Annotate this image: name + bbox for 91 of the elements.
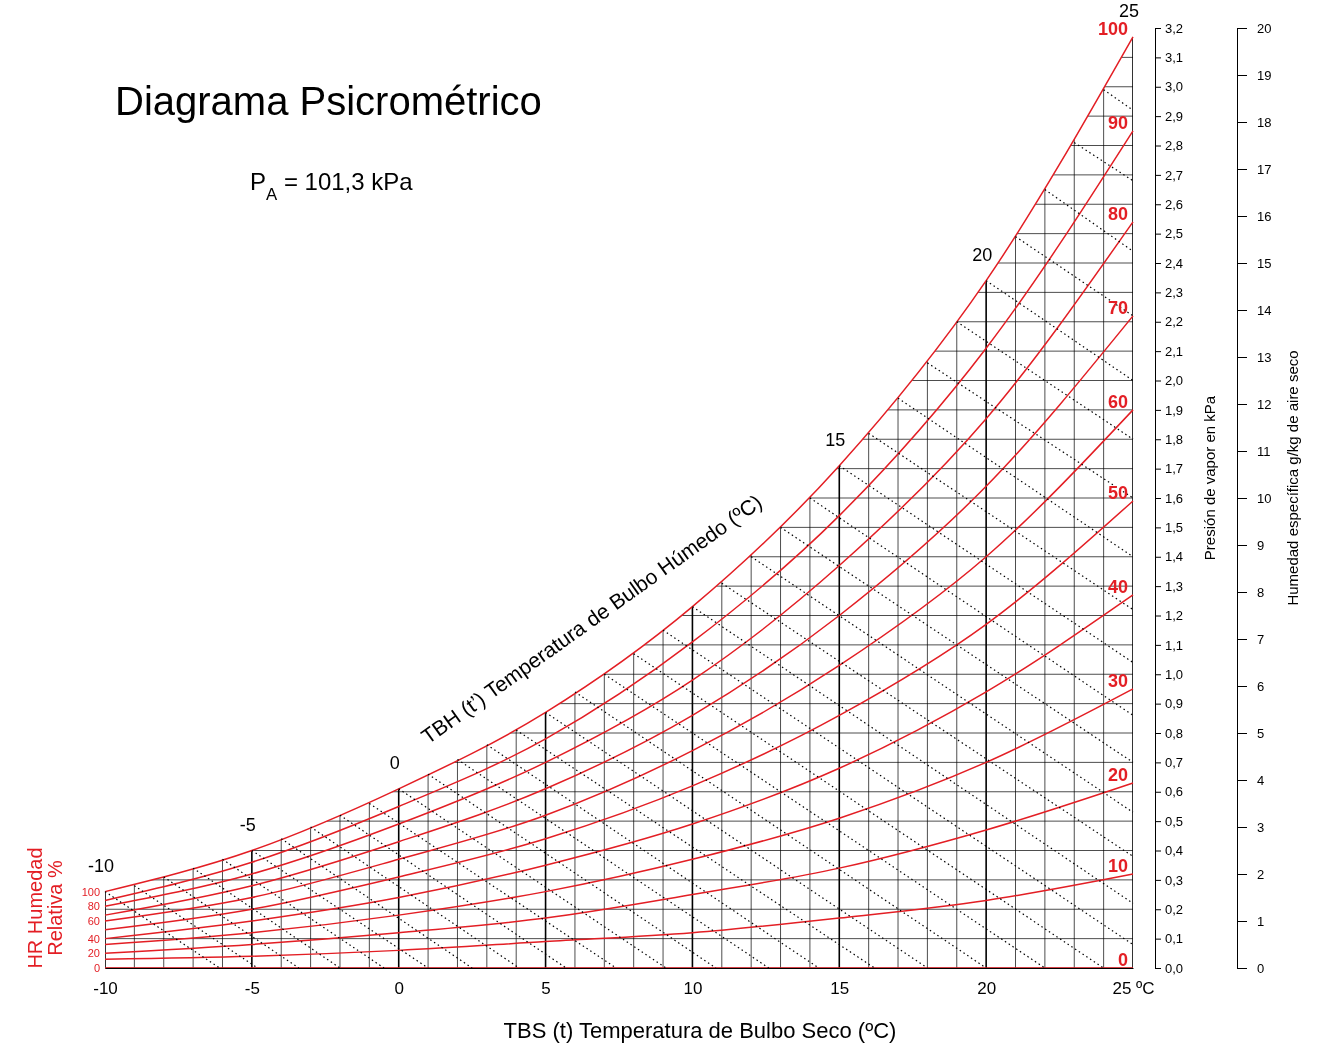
y-tick-label: 2,3 <box>1165 285 1184 301</box>
y-tick-label: 1,6 <box>1165 490 1184 506</box>
text: 100 <box>81 885 100 898</box>
series-label: 10 <box>1107 856 1128 876</box>
x-tick-label: -5 <box>244 979 260 999</box>
y-tick-label: 2,9 <box>1165 108 1184 124</box>
y-tick-label: 0,9 <box>1165 696 1184 712</box>
text: 80 <box>87 900 100 913</box>
x-tick-label: 5 <box>541 979 551 999</box>
y2-tick-label: 14 <box>1257 302 1272 318</box>
annotation: 25 <box>1118 0 1140 21</box>
x-tick-label: 0 <box>394 979 404 999</box>
series-label: 20 <box>1107 764 1128 785</box>
y2-tick-label: 7 <box>1257 631 1265 647</box>
y-tick-label: 2,0 <box>1165 373 1184 389</box>
annotation: 20 <box>972 244 993 265</box>
y2-tick-label: 1 <box>1257 913 1265 929</box>
y2-tick-label: 12 <box>1257 396 1272 412</box>
y2-tick-label: 17 <box>1257 161 1272 177</box>
y2-tick-label: 9 <box>1257 537 1265 553</box>
y-tick-label: 1,7 <box>1165 461 1184 477</box>
y-tick-label: 2,2 <box>1165 314 1184 330</box>
y2-tick-label: 3 <box>1257 819 1265 835</box>
series-label: 50 <box>1107 482 1128 503</box>
y-tick-label: 3,1 <box>1165 50 1184 66</box>
annotation: 15 <box>825 429 846 450</box>
y2-axis-title: Humedad específica g/kg de aire seco <box>1284 350 1301 606</box>
y-tick-label: 0,2 <box>1165 901 1184 917</box>
text: HR Humedad Relativa % <box>24 847 66 969</box>
annotation: -10 <box>87 855 115 876</box>
series-label: 70 <box>1107 297 1128 318</box>
y2-tick-label: 2 <box>1257 866 1265 882</box>
y2-tick-label: 5 <box>1257 725 1265 741</box>
y2-tick-label: 11 <box>1257 443 1271 459</box>
text: 0 <box>93 962 100 974</box>
y-tick-label: 1,3 <box>1165 578 1184 594</box>
text: 40 <box>87 932 100 945</box>
y-tick-label: 3,0 <box>1165 79 1184 95</box>
y-tick-label: 0,7 <box>1165 755 1184 771</box>
y2-tick-label: 6 <box>1257 678 1265 694</box>
y-tick-label: 2,7 <box>1165 167 1184 183</box>
series-label: 100 <box>1097 18 1128 39</box>
y-tick-label: 0,3 <box>1165 872 1184 888</box>
y-axis-title: Presión de vapor en kPa <box>1201 395 1218 561</box>
y-tick-label: 1,1 <box>1165 637 1184 653</box>
text: 20 <box>87 947 100 960</box>
y2-tick-label: 15 <box>1257 255 1272 271</box>
y2-tick-label: 8 <box>1257 584 1265 600</box>
y-tick-label: 2,6 <box>1165 196 1184 212</box>
y-tick-label: 2,1 <box>1165 343 1184 359</box>
y-tick-label: 1,8 <box>1165 431 1184 447</box>
y-tick-label: 1,2 <box>1165 608 1184 624</box>
y-tick-label: 3,2 <box>1165 20 1184 36</box>
y-tick-label: 0,5 <box>1165 813 1184 829</box>
y2-tick-label: 4 <box>1257 772 1265 788</box>
y-tick-label: 0,0 <box>1165 960 1184 976</box>
text: P$_{A}$ = 101,3 kPa <box>250 168 414 204</box>
y-tick-label: 0,8 <box>1165 725 1184 741</box>
y-tick-label: 2,8 <box>1165 138 1184 154</box>
y-tick-label: 1,4 <box>1165 549 1184 565</box>
y2-tick-label: 19 <box>1257 67 1272 83</box>
y-tick-label: 2,4 <box>1165 255 1184 271</box>
y2-tick-label: 18 <box>1257 114 1272 130</box>
series-label: 60 <box>1107 391 1128 412</box>
y-tick-label: 0,1 <box>1165 931 1184 947</box>
annotation: -5 <box>239 814 256 835</box>
text: Diagrama Psicrométrico <box>115 79 542 123</box>
y-tick-label: 1,5 <box>1165 520 1184 536</box>
y-tick-label: 2,5 <box>1165 226 1184 242</box>
series-label: 80 <box>1107 203 1128 224</box>
x-tick-label: 20 <box>977 979 997 999</box>
series-label: 90 <box>1107 112 1128 133</box>
series-label: 0 <box>1117 950 1128 970</box>
series-label: 40 <box>1107 576 1128 597</box>
annotation: 0 <box>389 752 400 773</box>
x-tick-label: -10 <box>93 979 118 999</box>
series-label: 30 <box>1107 670 1128 691</box>
y2-tick-label: 20 <box>1257 20 1272 36</box>
y2-tick-label: 10 <box>1257 490 1272 506</box>
x-tick-label: 10 <box>683 979 703 999</box>
text: 60 <box>87 915 100 927</box>
x-tick-label: 15 <box>830 979 850 999</box>
x-tick-label: 25 ºC <box>1112 979 1155 999</box>
y-tick-label: 1,0 <box>1165 666 1184 682</box>
y2-tick-label: 16 <box>1257 208 1272 224</box>
y2-tick-label: 0 <box>1257 960 1265 976</box>
y2-tick-label: 13 <box>1257 349 1272 365</box>
y-tick-label: 0,6 <box>1165 784 1184 800</box>
y-tick-label: 1,9 <box>1165 402 1184 418</box>
x-axis-title: TBS (t) Temperatura de Bulbo Seco (ºC) <box>503 1018 897 1043</box>
y-tick-label: 0,4 <box>1165 843 1184 859</box>
